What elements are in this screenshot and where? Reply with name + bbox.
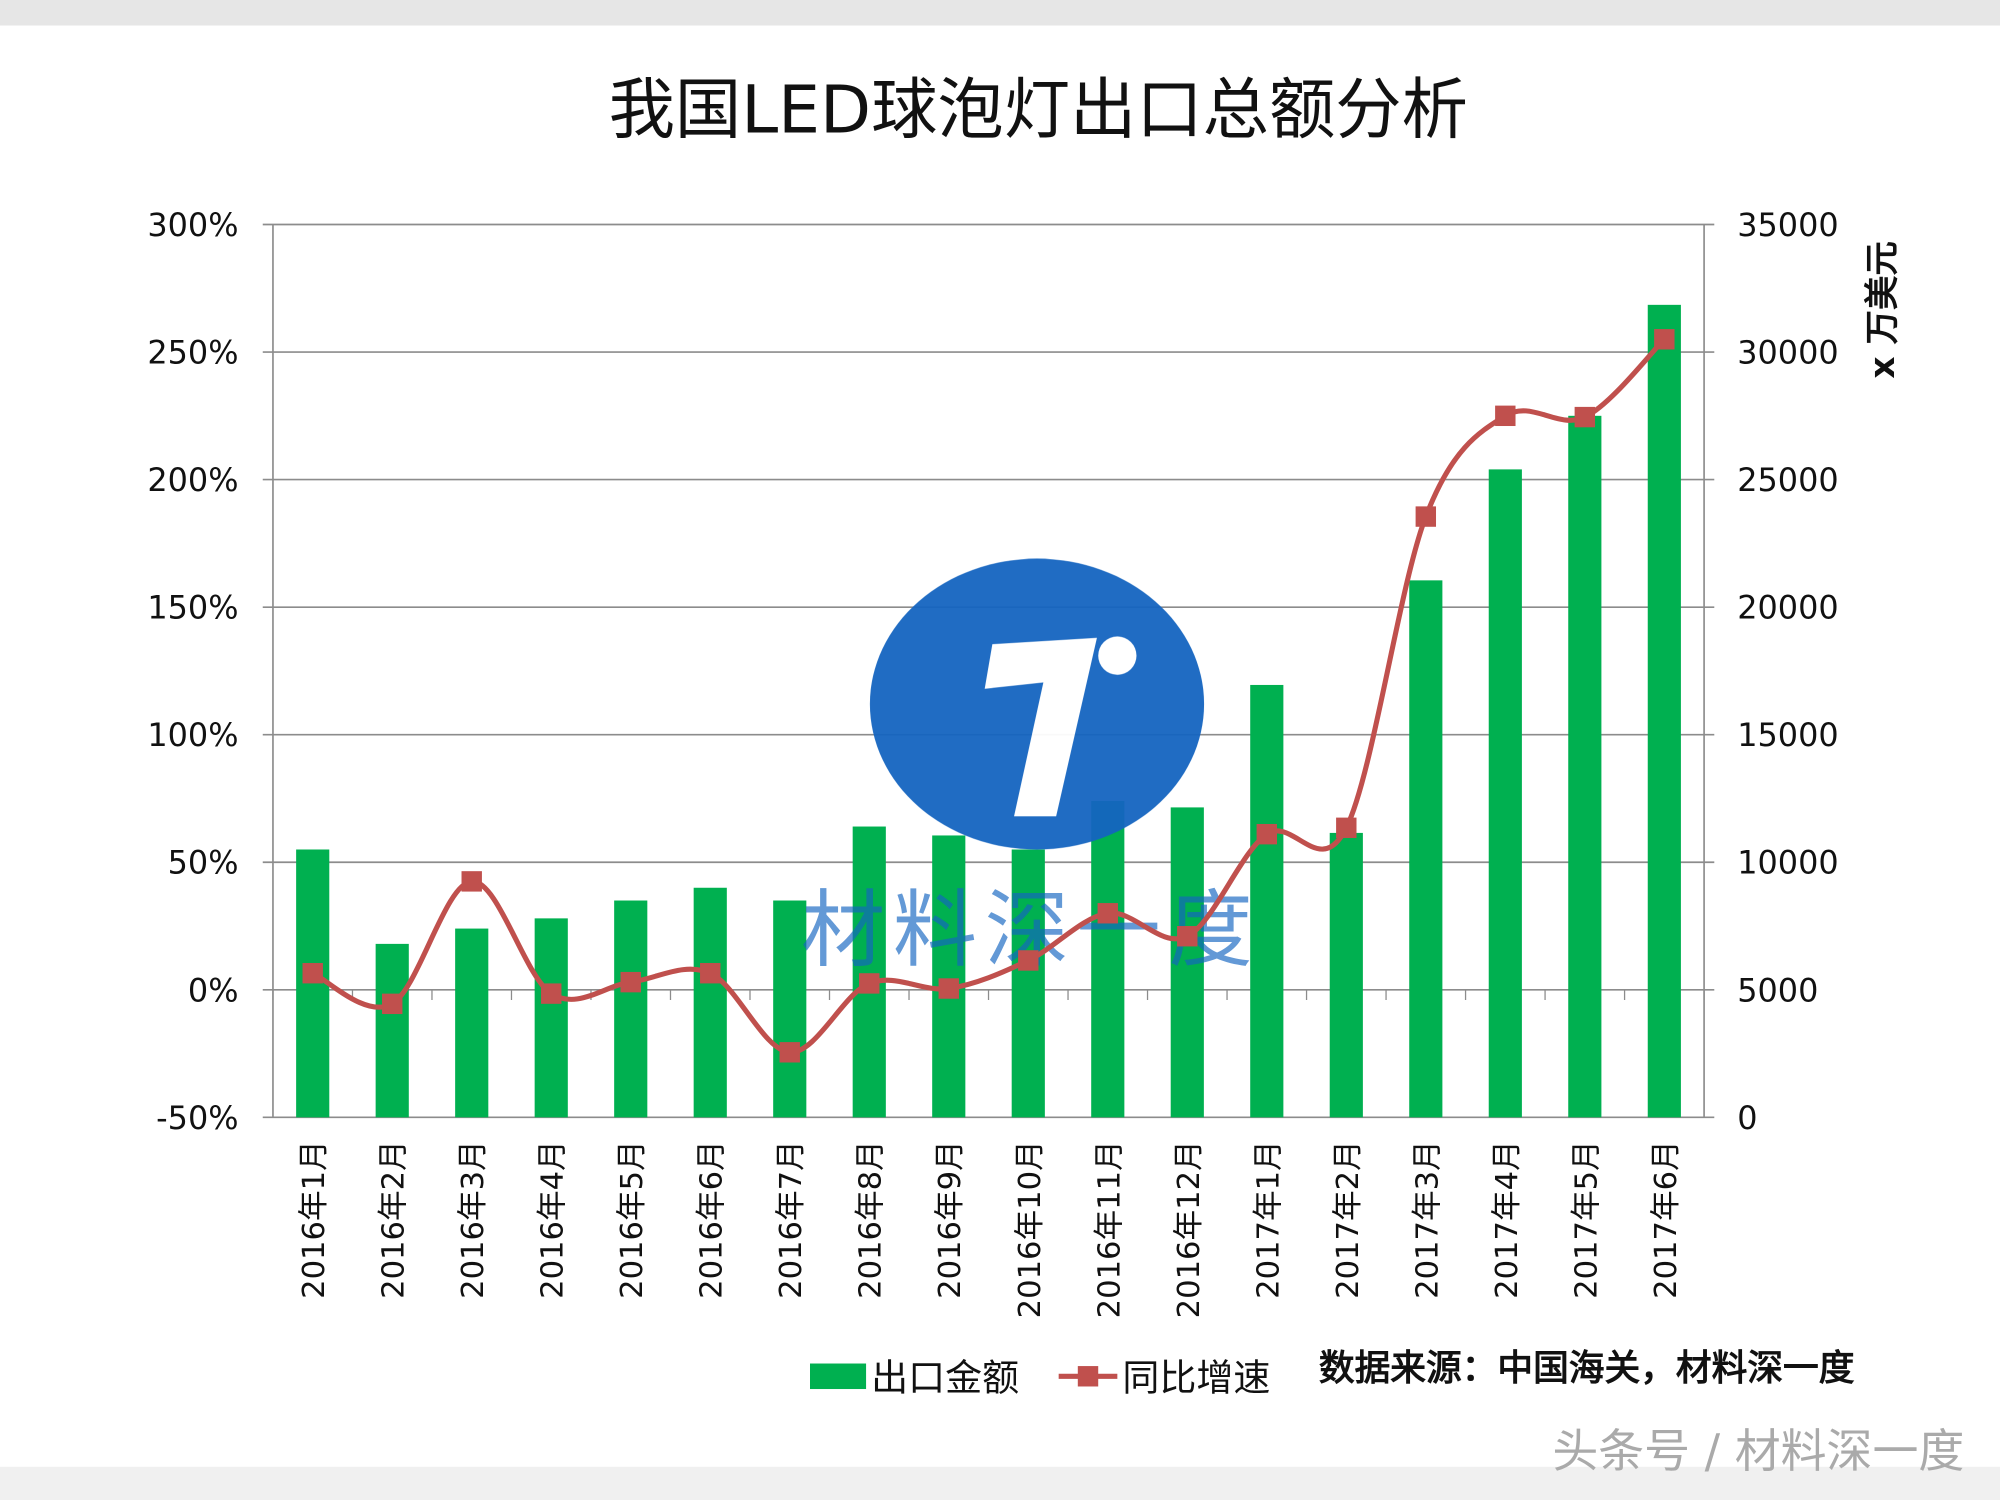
left-tick-label: 0% — [188, 971, 239, 1009]
bar — [1488, 469, 1522, 1118]
left-tick-label: 50% — [168, 844, 239, 882]
bar — [852, 826, 886, 1118]
line-marker — [461, 871, 482, 892]
bar — [693, 887, 727, 1118]
left-tick-label: 250% — [147, 334, 238, 372]
line-marker — [302, 963, 323, 984]
chart-title: 我国LED球泡灯出口总额分析 — [609, 71, 1468, 149]
left-tick-label: 300% — [147, 206, 238, 244]
left-tick-label: 200% — [147, 461, 238, 499]
line-marker — [1336, 817, 1357, 839]
x-tick-label: 2017年1月 — [1251, 1140, 1286, 1299]
legend: 出口金额 同比增速 — [809, 1356, 1270, 1399]
source-note: 数据来源：中国海关，材料深一度 — [1319, 1348, 1855, 1389]
legend-marker — [1077, 1366, 1099, 1387]
bar — [1170, 807, 1204, 1118]
line-marker — [1256, 823, 1277, 845]
bar — [1409, 580, 1443, 1118]
x-tick-label: 2016年2月 — [377, 1140, 412, 1299]
line-marker — [382, 993, 403, 1015]
x-tick-label: 2016年4月 — [536, 1140, 571, 1299]
bar — [1568, 415, 1602, 1118]
legend-swatch-bar — [809, 1363, 867, 1390]
bar — [455, 928, 489, 1118]
top-border — [0, 0, 2000, 26]
x-tick-label: 2017年2月 — [1331, 1140, 1366, 1299]
right-tick-label: 35000 — [1737, 206, 1838, 244]
line-marker — [700, 963, 721, 984]
bar — [614, 900, 648, 1118]
right-tick-label: 20000 — [1737, 589, 1838, 627]
x-tick-label: 2017年4月 — [1490, 1140, 1525, 1299]
logo-one-glyph — [984, 637, 1097, 817]
line-marker — [938, 978, 959, 999]
left-tick-label: 100% — [147, 716, 238, 754]
x-tick-label: 2016年7月 — [774, 1140, 809, 1299]
line-marker — [1177, 926, 1198, 947]
logo-dot — [1098, 636, 1137, 675]
left-tick-label: 150% — [147, 589, 238, 627]
line-marker — [1654, 329, 1675, 350]
bar — [1011, 849, 1045, 1118]
legend-label-bar: 出口金额 — [871, 1356, 1019, 1399]
x-tick-label: 2016年3月 — [456, 1140, 491, 1299]
right-tick-label: 5000 — [1737, 971, 1818, 1009]
x-tick-label: 2016年9月 — [933, 1140, 968, 1299]
x-tick-label: 2016年5月 — [615, 1140, 650, 1299]
bar — [773, 900, 807, 1118]
line-marker — [1018, 950, 1039, 971]
x-tick-label: 2017年3月 — [1410, 1140, 1445, 1299]
x-tick-label: 2016年1月 — [297, 1140, 332, 1299]
right-axis-label: x 万美元 — [1863, 241, 1903, 378]
line-marker — [620, 971, 641, 993]
x-tick-label: 2017年6月 — [1649, 1140, 1684, 1299]
x-tick-label: 2016年11月 — [1092, 1140, 1127, 1318]
bar — [375, 943, 409, 1118]
logo-circle — [869, 558, 1205, 850]
line-marker — [779, 1042, 800, 1063]
legend-label-line: 同比增速 — [1122, 1356, 1270, 1399]
footer-watermark: 头条号 / 材料深一度 — [1552, 1424, 1964, 1478]
line-marker — [859, 973, 880, 994]
bar — [1647, 304, 1681, 1118]
right-tick-label: 25000 — [1737, 461, 1838, 499]
line-marker — [1097, 903, 1118, 924]
bottom-border — [0, 1466, 2000, 1500]
right-tick-label: 15000 — [1737, 716, 1838, 754]
right-tick-label: 0 — [1737, 1099, 1757, 1137]
left-tick-label: -50% — [156, 1099, 238, 1137]
x-tick-label: 2016年8月 — [854, 1140, 889, 1299]
bar — [1091, 801, 1125, 1118]
line-marker — [1495, 405, 1516, 427]
bar — [932, 835, 966, 1118]
line-marker — [1574, 406, 1596, 428]
x-tick-label: 2016年10月 — [1013, 1140, 1048, 1318]
bar — [534, 918, 568, 1118]
bar — [1250, 684, 1284, 1118]
right-tick-label: 10000 — [1737, 844, 1838, 882]
line-marker — [1415, 506, 1437, 527]
right-tick-label: 30000 — [1737, 334, 1838, 372]
x-tick-label: 2017年5月 — [1569, 1140, 1604, 1299]
x-tick-label: 2016年12月 — [1172, 1140, 1207, 1318]
bar — [1329, 832, 1363, 1118]
line-marker — [541, 983, 562, 1004]
x-tick-label: 2016年6月 — [695, 1140, 730, 1299]
